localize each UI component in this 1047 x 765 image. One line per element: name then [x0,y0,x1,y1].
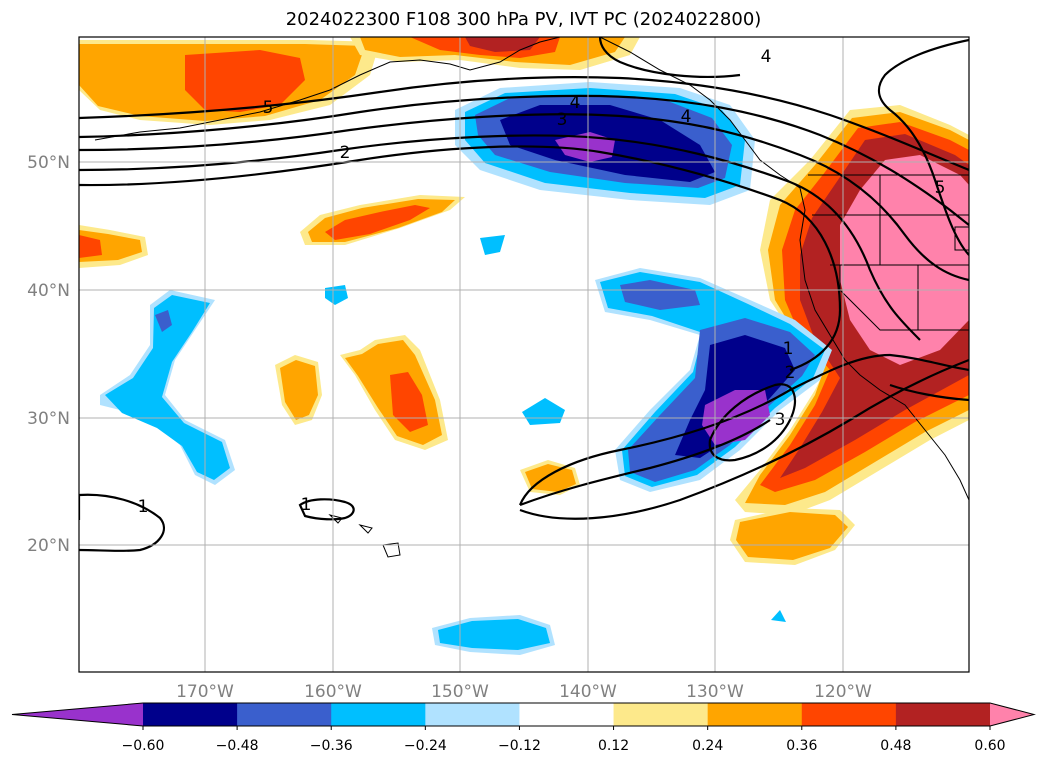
contour-label: 1 [783,339,794,359]
colorbar-tick-label: −0.60 [122,738,165,754]
lon-tick-label: 150°W [431,682,489,702]
coastlines [94,37,969,558]
contour-label: 2 [785,363,796,383]
colorbar-swatch [613,703,709,726]
negative-anomaly-gulf-of-alaska [455,82,755,205]
lat-tick-label: 30°N [27,409,70,429]
colorbar-swatch [425,703,520,726]
colorbar-swatch [143,703,238,726]
colorbar-tick-label: 0.60 [974,738,1005,754]
contour-label: 3 [775,410,786,430]
lat-tick-label: 40°N [27,281,70,301]
contour-label: 2 [340,143,351,163]
plot-frame [78,36,970,673]
gridlines [79,37,969,672]
lat-tick-label: 20°N [27,536,70,556]
colorbar-tick-label: −0.24 [404,738,447,754]
lon-tick-label: 160°W [304,682,362,702]
lon-tick-label: 120°W [814,682,872,702]
contour-label: 5 [935,178,946,198]
negative-anomaly-west-pacific [100,235,786,655]
colorbar-tick-label: 0.24 [692,738,723,754]
contour-label: 1 [138,497,149,517]
colorbar-tick-label: −0.12 [498,738,541,754]
contour-labels: 4 4 5 3 4 2 1 2 3 1 1 5 [138,47,946,517]
contour-label: 4 [761,47,772,67]
colorbar-swatch [895,703,991,726]
colorbar: −0.60 −0.48 −0.36 −0.24 −0.12 0.12 0.24 0.36 0.4… [11,702,1036,754]
positive-anomaly-aleutians [79,37,640,125]
colorbar-swatch [237,703,332,726]
lon-tick-label: 170°W [176,682,234,702]
colorbar-tick-label: −0.36 [310,738,353,754]
colorbar-tick-label: 0.12 [598,738,629,754]
lat-tick-label: 50°N [27,153,70,173]
colorbar-swatch [801,703,897,726]
contour-label: 4 [570,93,581,113]
colorbar-extend-min [12,703,143,726]
colorbar-tick-label: 0.48 [880,738,911,754]
ivt-contours [79,37,969,552]
colorbar-extend-max [990,703,1034,726]
map-area: 4 4 5 3 4 2 1 2 3 1 1 5 [79,37,969,672]
lon-ticks: 170°W 160°W 150°W 140°W 130°W 120°W [176,682,872,702]
map-title: 2024022300 F108 300 hPa PV, IVT PC (2024… [285,9,762,30]
colorbar-tick-label: −0.48 [216,738,259,754]
colorbar-swatch [519,703,615,726]
contour-label: 1 [301,495,312,515]
lon-tick-label: 140°W [559,682,617,702]
colorbar-tick-label: 0.36 [786,738,817,754]
contour-label: 5 [263,98,274,118]
positive-anomaly-central-pacific [79,195,580,495]
contour-label: 3 [557,110,568,130]
colorbar-swatch [707,703,803,726]
lon-tick-label: 130°W [686,682,744,702]
negative-anomaly-east-pacific [595,268,832,492]
lat-ticks: 50°N 40°N 30°N 20°N [27,153,70,556]
colorbar-swatch [331,703,426,726]
contour-label: 4 [681,107,692,127]
